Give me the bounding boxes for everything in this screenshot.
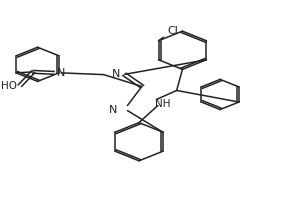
Text: Cl: Cl <box>167 26 178 35</box>
Text: N: N <box>109 104 118 114</box>
Text: N: N <box>112 68 121 78</box>
Text: HO: HO <box>1 80 17 90</box>
Text: NH: NH <box>155 98 171 108</box>
Text: N: N <box>57 68 66 78</box>
